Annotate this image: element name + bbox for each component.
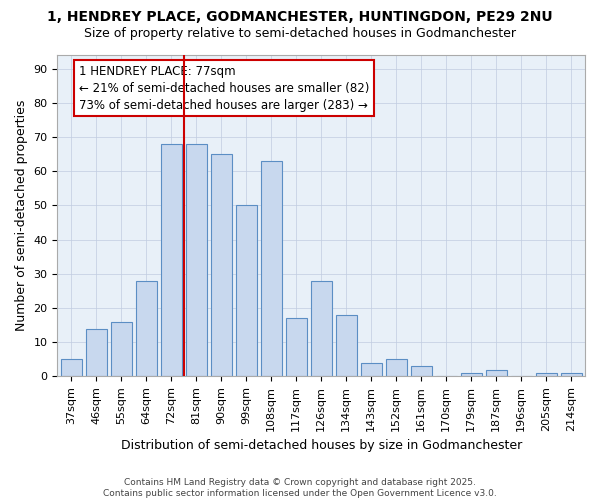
Text: 1 HENDREY PLACE: 77sqm
← 21% of semi-detached houses are smaller (82)
73% of sem: 1 HENDREY PLACE: 77sqm ← 21% of semi-det… <box>79 64 369 112</box>
Text: Size of property relative to semi-detached houses in Godmanchester: Size of property relative to semi-detach… <box>84 28 516 40</box>
Bar <box>410 366 432 376</box>
Bar <box>110 322 132 376</box>
Bar <box>386 360 407 376</box>
Bar <box>536 373 557 376</box>
Bar <box>86 328 107 376</box>
Bar <box>361 363 382 376</box>
Bar <box>136 280 157 376</box>
Text: 1, HENDREY PLACE, GODMANCHESTER, HUNTINGDON, PE29 2NU: 1, HENDREY PLACE, GODMANCHESTER, HUNTING… <box>47 10 553 24</box>
Bar <box>236 206 257 376</box>
Bar <box>211 154 232 376</box>
Bar <box>311 280 332 376</box>
Bar <box>485 370 507 376</box>
Bar <box>260 161 282 376</box>
Bar <box>286 318 307 376</box>
Bar <box>560 373 582 376</box>
Bar <box>335 315 357 376</box>
X-axis label: Distribution of semi-detached houses by size in Godmanchester: Distribution of semi-detached houses by … <box>121 440 522 452</box>
Y-axis label: Number of semi-detached properties: Number of semi-detached properties <box>15 100 28 332</box>
Bar <box>185 144 207 376</box>
Bar <box>161 144 182 376</box>
Text: Contains HM Land Registry data © Crown copyright and database right 2025.
Contai: Contains HM Land Registry data © Crown c… <box>103 478 497 498</box>
Bar <box>461 373 482 376</box>
Bar <box>61 360 82 376</box>
